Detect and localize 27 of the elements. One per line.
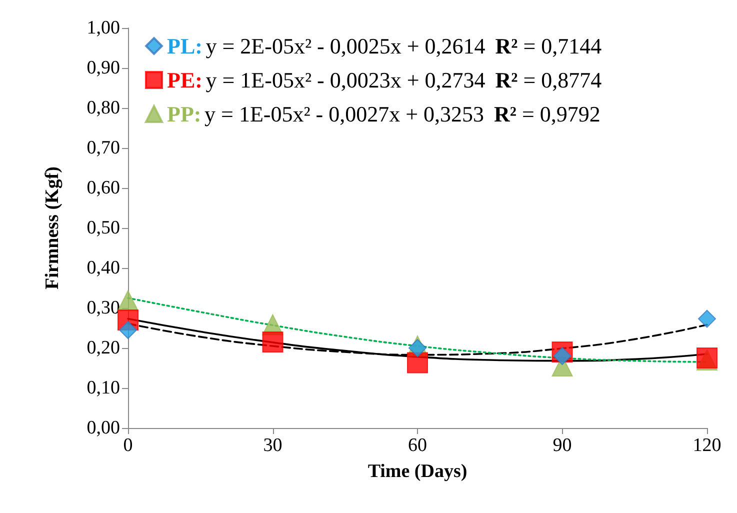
y-tick-label: 0,30 [86, 298, 120, 318]
y-tick-label: 0,90 [86, 58, 120, 78]
x-tick-label: 0 [123, 435, 133, 456]
y-tick-label: 1,00 [86, 18, 120, 38]
legend-label: PP: [167, 102, 202, 126]
legend-label: PL: [167, 34, 202, 58]
x-tick-label: 90 [552, 435, 572, 456]
y-tick-label: 0,10 [86, 378, 120, 398]
y-tick-label: 0,20 [86, 338, 120, 358]
y-tick-label: 0,60 [86, 178, 120, 198]
x-tick-label: 60 [408, 435, 427, 456]
legend-label: PE: [167, 68, 202, 92]
annotation: R² = 0,9792 [494, 102, 600, 126]
y-tick-label: 0,00 [86, 418, 120, 438]
annotation: y = 1E-05x² - 0,0023x + 0,2734 [206, 68, 486, 92]
y-axis-title: Firmness (Kgf) [42, 166, 63, 290]
annotation: y = 1E-05x² - 0,0027x + 0,3253 [204, 102, 484, 126]
y-tick-label: 0,80 [86, 98, 120, 118]
x-tick-label: 120 [692, 435, 722, 456]
y-tick-label: 0,50 [86, 218, 120, 238]
annotation: R² = 0,7144 [495, 34, 602, 58]
y-tick-label: 0,40 [86, 258, 120, 278]
y-tick-label: 0,70 [86, 138, 120, 158]
x-axis-title: Time (Days) [368, 461, 468, 482]
annotation: R² = 0,8774 [495, 68, 602, 92]
x-tick-label: 30 [263, 435, 282, 456]
annotation: y = 2E-05x² - 0,0025x + 0,2614 [206, 34, 486, 58]
